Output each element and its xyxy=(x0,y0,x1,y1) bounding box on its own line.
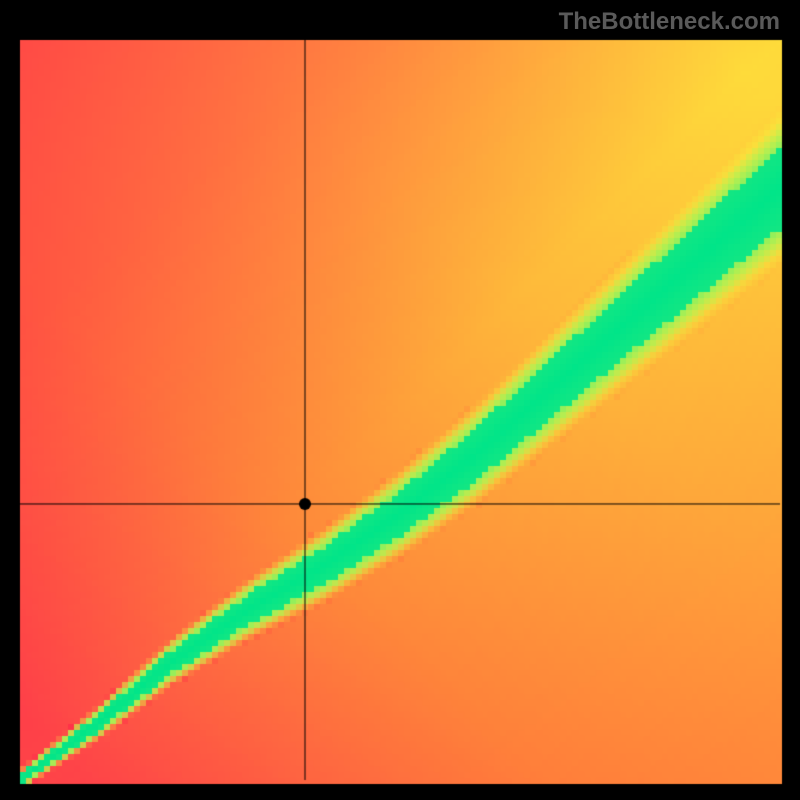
chart-container: TheBottleneck.com xyxy=(0,0,800,800)
heatmap-canvas xyxy=(0,0,800,800)
watermark-text: TheBottleneck.com xyxy=(559,8,780,36)
